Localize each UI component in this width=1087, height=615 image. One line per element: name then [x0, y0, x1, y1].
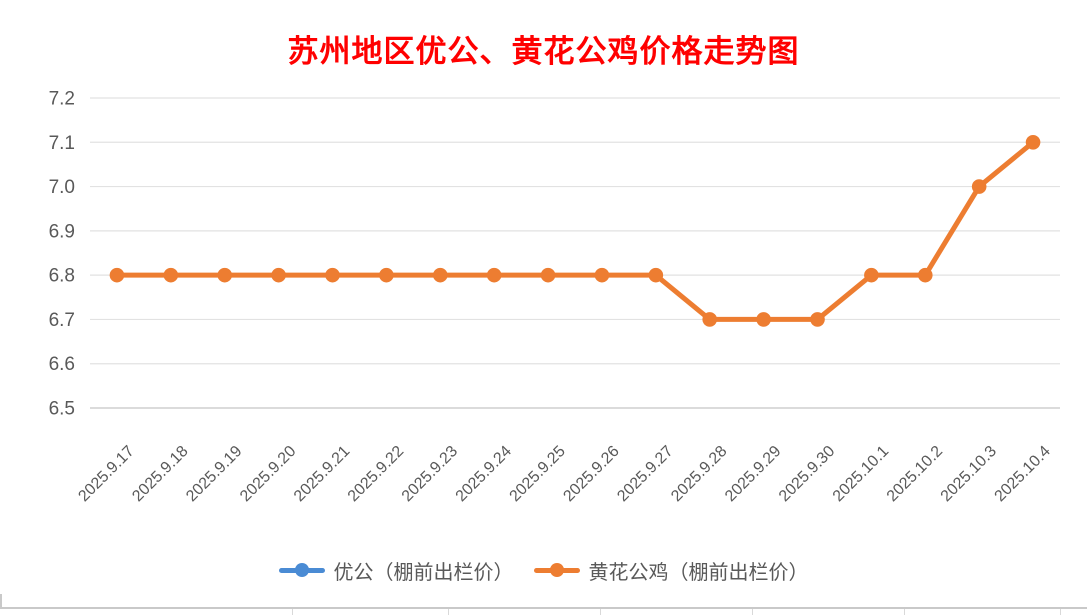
data-point-marker[interactable] — [379, 267, 394, 283]
x-tick-label: 2025.9.27 — [614, 443, 676, 505]
worksheet-column-border — [448, 609, 449, 615]
x-tick-label: 2025.9.18 — [129, 443, 191, 505]
data-point-marker[interactable] — [702, 312, 718, 327]
data-point-marker[interactable] — [648, 267, 664, 283]
x-tick-label: 2025.10.4 — [992, 443, 1054, 505]
legend-dot-blue — [294, 563, 309, 577]
y-tick-label: 6.7 — [49, 310, 75, 331]
data-point-marker[interactable] — [163, 267, 179, 283]
data-point-marker[interactable] — [594, 267, 610, 283]
y-tick-label: 7.0 — [49, 177, 75, 198]
y-tick-label: 6.6 — [49, 354, 75, 375]
chart-border-left — [0, 594, 2, 607]
data-point-marker[interactable] — [1025, 134, 1041, 150]
data-point-marker[interactable] — [109, 267, 125, 283]
x-tick-label: 2025.9.21 — [291, 443, 353, 505]
line-marker-swatch-blue — [278, 562, 325, 578]
data-point-marker[interactable] — [756, 312, 771, 327]
y-tick-label: 6.9 — [49, 221, 75, 242]
worksheet-column-border — [752, 609, 753, 615]
data-point-marker[interactable] — [810, 312, 825, 327]
legend-label-yougong: 优公（棚前出栏价） — [333, 559, 514, 584]
data-point-marker[interactable] — [432, 267, 448, 283]
data-point-marker[interactable] — [971, 179, 987, 194]
legend-item-yougong[interactable]: 优公（棚前出栏价） — [278, 556, 514, 585]
y-tick-label: 7.1 — [49, 133, 75, 154]
data-point-marker[interactable] — [486, 267, 502, 283]
x-tick-label: 2025.9.29 — [722, 443, 784, 505]
x-tick-label: 2025.9.24 — [453, 443, 515, 505]
worksheet-column-border — [1060, 609, 1061, 615]
x-tick-label: 2025.9.22 — [345, 443, 407, 505]
y-tick-label: 6.8 — [49, 266, 75, 287]
worksheet-column-border — [904, 609, 905, 615]
data-point-marker[interactable] — [271, 267, 286, 283]
x-tick-label: 2025.9.23 — [399, 443, 461, 505]
worksheet-column-border — [292, 609, 293, 615]
x-tick-label: 2025.10.1 — [830, 443, 892, 505]
x-tick-label: 2025.9.17 — [75, 443, 137, 505]
line-marker-swatch-orange — [533, 562, 580, 578]
data-point-marker[interactable] — [217, 267, 233, 283]
x-tick-label: 2025.9.20 — [237, 443, 299, 505]
worksheet-column-border — [600, 609, 601, 615]
chart-title: 苏州地区优公、黄花公鸡价格走势图 — [287, 34, 800, 70]
data-point-marker[interactable] — [540, 267, 556, 283]
x-tick-label: 2025.10.2 — [884, 443, 946, 505]
x-tick-label: 2025.9.26 — [560, 443, 622, 505]
data-point-marker[interactable] — [325, 267, 340, 283]
worksheet-row-strip — [0, 609, 1087, 615]
y-tick-label: 7.2 — [49, 89, 75, 110]
legend-dot-orange — [549, 563, 564, 577]
x-tick-label: 2025.9.25 — [507, 443, 569, 505]
x-tick-label: 2025.10.3 — [938, 443, 1000, 505]
x-tick-label: 2025.9.28 — [668, 443, 730, 505]
chart-border-bottom — [0, 607, 1087, 609]
y-tick-label: 6.5 — [49, 399, 75, 420]
data-point-marker[interactable] — [917, 267, 933, 283]
data-point-marker[interactable] — [864, 267, 879, 283]
legend-item-huanghua[interactable]: 黄花公鸡（棚前出栏价） — [533, 556, 809, 585]
legend: 优公（棚前出栏价） 黄花公鸡（棚前出栏价） — [0, 551, 1087, 589]
series-line-1[interactable] — [114, 139, 1036, 322]
x-tick-label: 2025.9.30 — [776, 443, 838, 505]
legend-label-huanghua: 黄花公鸡（棚前出栏价） — [588, 559, 809, 584]
x-tick-label: 2025.9.19 — [183, 443, 245, 505]
